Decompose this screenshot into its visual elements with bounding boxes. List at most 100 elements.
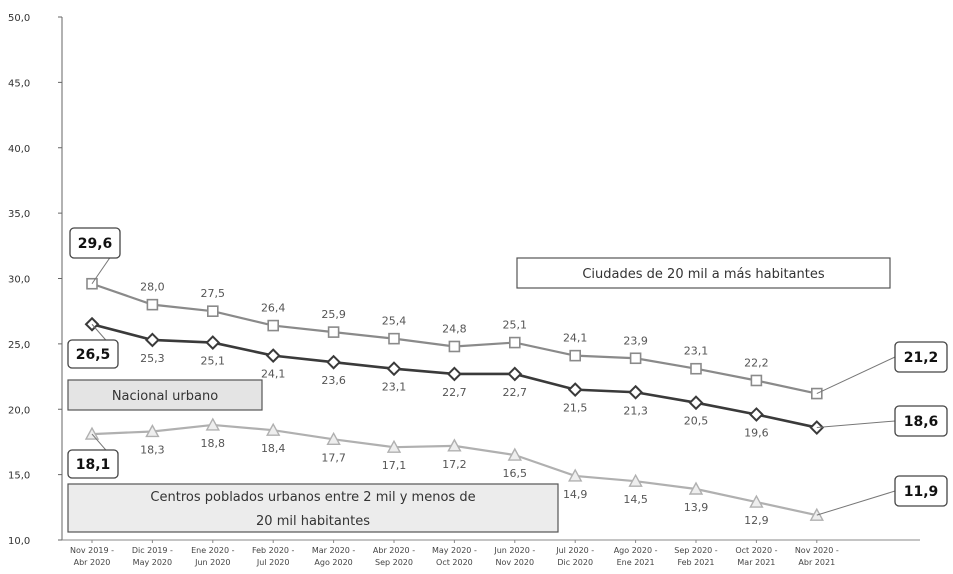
data-point-triangle [568,468,583,482]
x-tick-label: Feb 2021 [677,558,714,567]
data-point-square [146,298,159,311]
x-tick-label: Jul 2020 [256,558,290,567]
data-label: 23,9 [623,334,648,347]
callout-value: 29,6 [78,236,113,252]
data-point-triangle [447,438,462,452]
x-tick-label: Dic 2019 - [132,546,173,555]
data-label: 24,8 [442,322,467,335]
x-tick-label: Oct 2020 [436,558,473,567]
callout-value: 21,2 [904,350,939,366]
callout-box [894,405,948,437]
x-tick-label: May 2020 [133,558,172,567]
x-tick-label: Ago 2020 [314,558,352,567]
data-point-triangle [628,473,643,487]
y-tick-label: 35,0 [8,209,30,220]
callout-leader [816,490,896,516]
data-label: 16,5 [503,467,528,480]
x-tick-label: May 2020 - [432,546,477,555]
data-label: 25,1 [503,319,528,332]
data-point-triangle [749,494,764,508]
axes: 10,0 15,0 20,0 25,0 30,0 35,0 40,0 45,0 50,0 Nov … [8,13,920,567]
data-label: 25,1 [201,355,226,368]
x-tick-label: Abr 2020 [74,558,111,567]
x-tick-label: Abr 2021 [798,558,835,567]
series-name-label: Ciudades de 20 mil a más habitantes [582,267,824,282]
data-point-square [569,349,582,362]
x-tick-label: Feb 2020 - [252,546,295,555]
y-tick-label: 25,0 [8,340,30,351]
x-tick-label: Dic 2020 [557,558,593,567]
series-name-box [516,257,891,289]
data-label: 21,3 [623,404,648,417]
data-label: 18,3 [140,443,165,456]
data-point-square [267,319,280,332]
data-point-triangle [205,417,220,431]
data-point-square [508,336,521,349]
data-label: 22,7 [503,386,528,399]
series-name-box [67,483,559,533]
data-point-diamond [265,348,281,364]
data-point-diamond [205,335,221,350]
data-label: 28,0 [140,281,165,294]
data-label: 24,1 [563,332,588,345]
callout-value: 11,9 [904,484,939,500]
data-point-diamond [507,366,523,382]
x-tick-label: Jun 2020 [194,558,230,567]
callout-box [67,339,119,369]
data-label: 23,1 [684,345,709,358]
data-label: 17,7 [321,451,346,464]
data-label: 25,3 [140,352,165,365]
data-label: 26,4 [261,302,286,315]
data-point-square [629,352,642,365]
y-tick-label: 30,0 [8,275,30,286]
x-tick-label: Ago 2020 - [614,546,658,555]
x-tick-label: Oct 2020 - [735,546,777,555]
data-label: 23,6 [321,374,346,387]
data-label: 18,4 [261,442,286,455]
x-tick-label: Sep 2020 [375,558,413,567]
data-label: 14,9 [563,488,588,501]
data-point-square [448,340,461,353]
data-label: 25,4 [382,315,407,328]
data-label: 27,5 [201,287,226,300]
y-tick-label: 50,0 [8,13,30,24]
data-point-triangle [145,424,160,438]
data-point-diamond [386,361,402,377]
data-point-triangle [386,439,402,453]
x-tick-label: Ene 2020 - [191,546,234,555]
x-tick-label: Mar 2021 [737,558,775,567]
data-point-square [207,305,219,317]
data-point-triangle [266,422,281,436]
x-tick-label: Abr 2020 - [373,546,415,555]
data-label: 12,9 [744,514,769,527]
data-point-diamond [688,395,704,411]
x-tick-label: Jul 2020 - [555,546,594,555]
data-label: 18,8 [201,437,226,450]
data-point-square [327,326,340,338]
x-tick-label: Ene 2021 [617,558,655,567]
data-point-triangle [84,426,100,440]
data-label: 14,5 [623,493,648,506]
callout-value: 18,1 [76,457,111,473]
x-tick-label: Nov 2020 [496,558,535,567]
data-point-triangle [688,481,704,495]
data-label: 13,9 [684,501,709,514]
callout-box [894,475,948,507]
data-label: 17,1 [382,459,407,472]
data-label: 20,5 [684,415,709,428]
x-tick-label: Mar 2020 - [312,546,356,555]
data-label: 19,6 [744,426,769,439]
data-point-diamond [144,332,160,348]
data-point-triangle [326,431,341,446]
data-label: 24,1 [261,368,286,381]
callout-value: 26,5 [76,347,111,363]
data-point-square [750,374,763,387]
x-tick-label: Nov 2020 - [795,546,839,555]
data-point-square [388,332,400,345]
callout-leader [816,420,896,429]
data-point-diamond [326,354,342,370]
y-tick-label: 45,0 [8,78,30,89]
data-label: 17,2 [442,458,467,471]
data-point-diamond [628,384,644,400]
